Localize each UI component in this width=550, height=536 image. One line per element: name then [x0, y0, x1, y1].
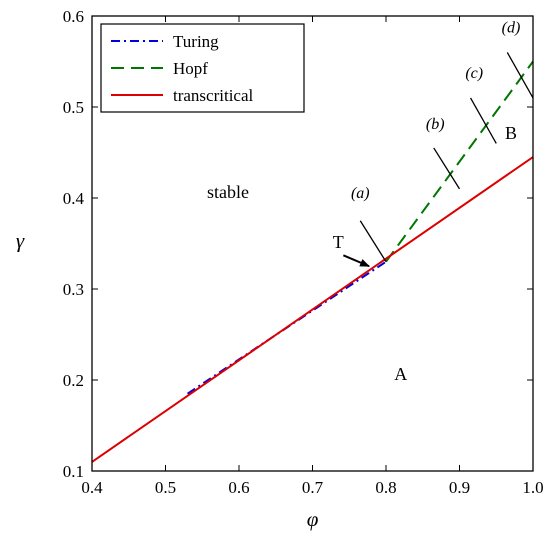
- region-label-b: B: [505, 123, 517, 143]
- x-axis-label: φ: [307, 507, 319, 531]
- legend-label-turing: Turing: [173, 32, 219, 51]
- y-tick-label: 0.2: [63, 371, 84, 390]
- axis-ticks: 0.4 0.5 0.6 0.7 0.8 0.9 1.0 0.1 0.2 0.3 0.4 0.5 0.6: [63, 7, 544, 497]
- cut-segment-a: [359, 220, 387, 263]
- x-tick-label: 1.0: [522, 478, 543, 497]
- cut-segment-d: [506, 52, 534, 99]
- cut-segment-c: [469, 97, 497, 144]
- point-t-arrow: [342, 254, 371, 268]
- annotations: (a) (b) (c) (d) stable A B T: [207, 19, 520, 384]
- y-axis-label: γ: [16, 229, 25, 253]
- x-tick-label: 0.7: [302, 478, 324, 497]
- y-tick-label: 0.1: [63, 462, 84, 481]
- cut-label-d: (d): [502, 19, 521, 36]
- cut-segments: [359, 52, 534, 263]
- x-tick-label: 0.9: [449, 478, 470, 497]
- y-tick-label: 0.4: [63, 189, 85, 208]
- cut-label-a: (a): [351, 185, 370, 202]
- plot-lines: [91, 60, 534, 463]
- legend-label-transcritical: transcritical: [173, 86, 254, 105]
- region-label-t: T: [333, 232, 344, 252]
- y-tick-label: 0.5: [63, 98, 84, 117]
- legend-label-hopf: Hopf: [173, 59, 208, 78]
- cut-label-c: (c): [465, 65, 483, 82]
- series-line-transcritical: [91, 156, 534, 463]
- cut-label-b: (b): [426, 116, 445, 133]
- x-tick-label: 0.6: [228, 478, 249, 497]
- x-tick-label: 0.8: [375, 478, 396, 497]
- region-label-a: A: [394, 364, 407, 384]
- legend: Turing Hopf transcritical: [100, 23, 305, 113]
- region-label-stable: stable: [207, 182, 249, 202]
- x-tick-label: 0.5: [155, 478, 176, 497]
- y-tick-label: 0.3: [63, 280, 84, 299]
- series-line-hopf: [385, 60, 534, 263]
- y-tick-label: 0.6: [63, 7, 84, 26]
- cut-segment-b: [433, 147, 461, 190]
- x-tick-label: 0.4: [81, 478, 103, 497]
